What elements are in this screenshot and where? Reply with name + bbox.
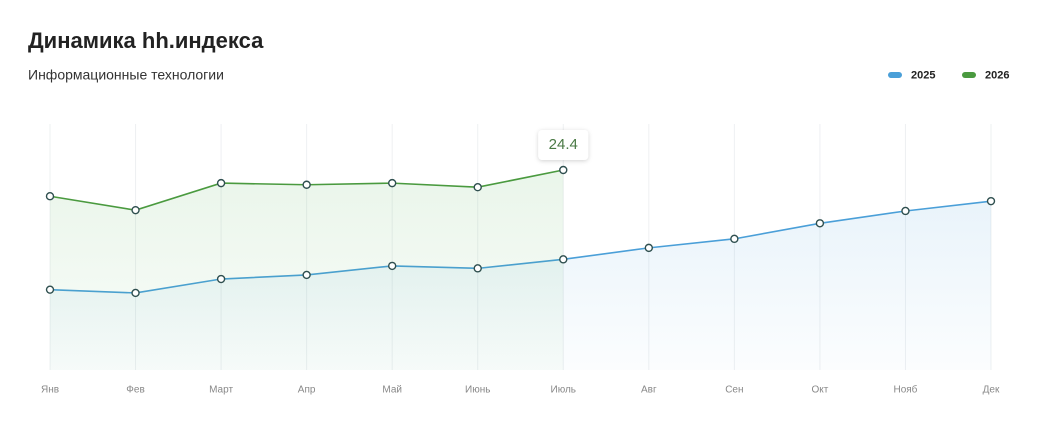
- point: [559, 165, 568, 175]
- x-tick-label: Апр: [298, 385, 316, 396]
- x-tick-label: Фев: [126, 385, 144, 396]
- x-tick-label: Март: [209, 385, 233, 396]
- legend-label: 2026: [985, 69, 1009, 81]
- point: [45, 192, 55, 201]
- chart-subtitle: Информационные технологии: [28, 67, 224, 83]
- legend-label: 2025: [911, 69, 935, 81]
- legend-swatch: [888, 72, 902, 78]
- point: [131, 288, 140, 298]
- area: [50, 170, 564, 370]
- point: [302, 270, 311, 280]
- point: [644, 243, 654, 253]
- point: [216, 178, 226, 188]
- point: [387, 261, 397, 271]
- chart-title: Динамика hh.индекса: [28, 28, 264, 53]
- x-tick-label: Авг: [641, 385, 657, 396]
- point: [45, 285, 55, 294]
- point: [559, 255, 568, 264]
- x-tick-label: Июль: [551, 385, 577, 396]
- point: [131, 205, 140, 215]
- point: [730, 234, 739, 244]
- point: [216, 274, 226, 284]
- point: [986, 196, 996, 206]
- point: [387, 178, 397, 188]
- x-tick-label: Янв: [41, 385, 59, 396]
- tooltip-value: 24.4: [549, 136, 578, 153]
- point: [302, 180, 311, 189]
- x-tick-label: Окт: [811, 385, 828, 396]
- tooltip: [538, 130, 589, 160]
- x-tick-label: Нояб: [893, 384, 917, 396]
- x-tick-label: Дек: [983, 385, 1000, 396]
- x-tick-label: Сен: [725, 385, 743, 396]
- legend-swatch: [962, 72, 976, 78]
- point: [473, 183, 482, 192]
- point: [901, 206, 910, 216]
- x-tick-label: Июнь: [465, 385, 490, 396]
- x-tick-label: Май: [382, 385, 402, 396]
- point: [473, 264, 482, 273]
- point: [815, 219, 825, 228]
